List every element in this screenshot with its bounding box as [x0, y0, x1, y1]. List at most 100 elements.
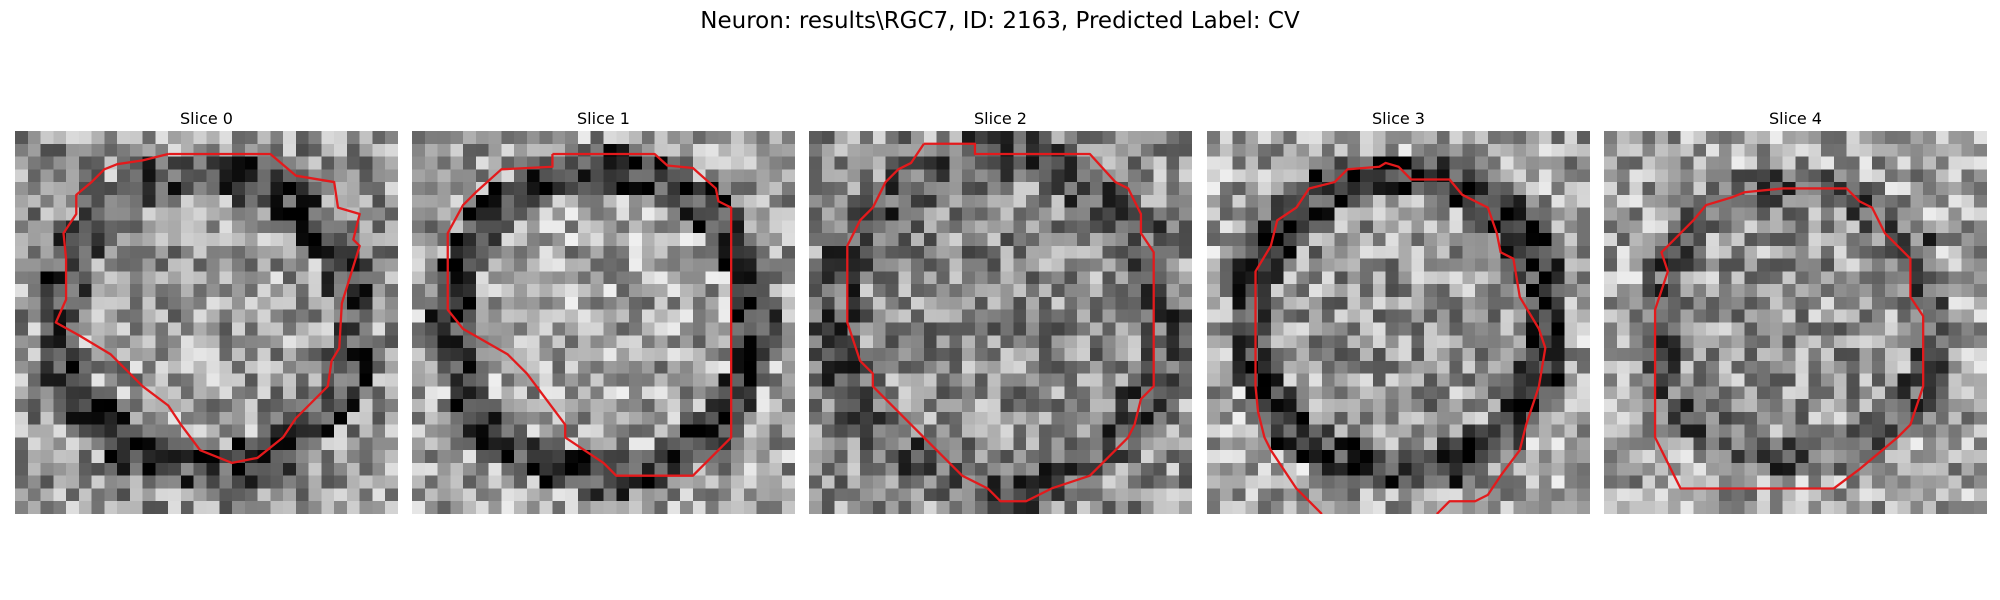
pixel: [577, 131, 591, 144]
pixel: [1923, 182, 1936, 195]
pixel: [667, 258, 681, 272]
pixel: [565, 194, 578, 208]
pixel: [412, 271, 425, 285]
pixel: [962, 194, 975, 208]
pixel: [1219, 488, 1233, 502]
pixel: [1449, 348, 1463, 361]
pixel: [1872, 475, 1885, 489]
pixel: [1411, 462, 1425, 476]
pixel: [731, 143, 744, 157]
pixel: [680, 271, 693, 285]
pixel: [834, 220, 848, 234]
pixel: [1013, 156, 1027, 170]
pixel: [15, 296, 28, 310]
pixel: [514, 131, 527, 144]
pixel: [756, 348, 770, 361]
pixel: [552, 501, 566, 514]
pixel: [450, 131, 464, 144]
pixel: [1258, 220, 1271, 234]
pixel: [40, 335, 54, 349]
pixel: [1655, 475, 1668, 489]
pixel: [1245, 462, 1259, 476]
pixel: [1551, 424, 1565, 438]
pixel: [206, 182, 220, 195]
pixel: [847, 271, 861, 285]
pixel: [949, 169, 963, 183]
pixel: [1309, 386, 1322, 400]
pixel: [295, 335, 309, 349]
pixel: [565, 258, 578, 272]
pixel: [501, 245, 515, 259]
pixel: [1808, 348, 1822, 361]
pixel: [1500, 271, 1514, 285]
pixel: [1667, 182, 1681, 195]
pixel: [1334, 258, 1348, 272]
pixel: [1731, 245, 1745, 259]
pixel: [1321, 322, 1335, 336]
pixel: [104, 245, 118, 259]
pixel: [1051, 360, 1065, 374]
pixel: [692, 411, 706, 425]
pixel: [244, 501, 258, 514]
pixel: [1538, 399, 1552, 412]
pixel: [667, 296, 681, 310]
pixel: [1424, 182, 1437, 195]
pixel: [1462, 360, 1476, 374]
pixel: [1846, 220, 1860, 234]
pixel: [1526, 296, 1539, 310]
pixel: [295, 450, 309, 463]
pixel: [1846, 450, 1860, 463]
pixel: [437, 501, 451, 514]
pixel: [1680, 424, 1694, 438]
pixel: [1974, 399, 1987, 412]
pixel: [1769, 143, 1783, 157]
pixel: [412, 411, 425, 425]
pixel: [1462, 309, 1476, 323]
pixel: [321, 488, 335, 502]
pixel: [809, 143, 822, 157]
pixel: [232, 284, 245, 297]
pixel: [501, 258, 515, 272]
pixel: [731, 131, 744, 144]
pixel: [911, 245, 924, 259]
pixel: [334, 156, 347, 170]
pixel: [667, 309, 681, 323]
pixel: [1283, 169, 1297, 183]
pixel: [1629, 424, 1643, 438]
pixel: [463, 335, 476, 349]
pixel: [539, 131, 553, 144]
pixel: [1102, 309, 1116, 323]
pixel: [1089, 296, 1103, 310]
pixel: [1795, 373, 1809, 387]
pixel: [1153, 233, 1167, 246]
pixel: [359, 194, 373, 208]
pixel: [885, 462, 899, 476]
pixel: [1513, 258, 1527, 272]
pixel: [488, 131, 502, 144]
pixel: [1232, 450, 1246, 463]
pixel: [590, 462, 604, 476]
pixel: [450, 411, 464, 425]
pixel: [488, 488, 502, 502]
pixel: [603, 182, 617, 195]
pixel: [78, 348, 92, 361]
pixel: [1166, 296, 1180, 310]
pixel: [962, 322, 975, 336]
pixel: [1910, 207, 1924, 221]
pixel: [680, 309, 693, 323]
pixel: [359, 284, 373, 297]
pixel: [437, 182, 451, 195]
pixel: [142, 475, 156, 489]
pixel: [1179, 182, 1192, 195]
pixel: [1642, 373, 1656, 387]
pixel: [821, 360, 835, 374]
pixel: [911, 194, 924, 208]
pixel: [321, 233, 335, 246]
pixel: [346, 475, 360, 489]
pixel: [1309, 348, 1322, 361]
pixel: [911, 322, 924, 336]
pixel: [168, 207, 181, 221]
pixel: [743, 131, 757, 144]
pixel: [577, 335, 591, 349]
pixel: [692, 373, 706, 387]
